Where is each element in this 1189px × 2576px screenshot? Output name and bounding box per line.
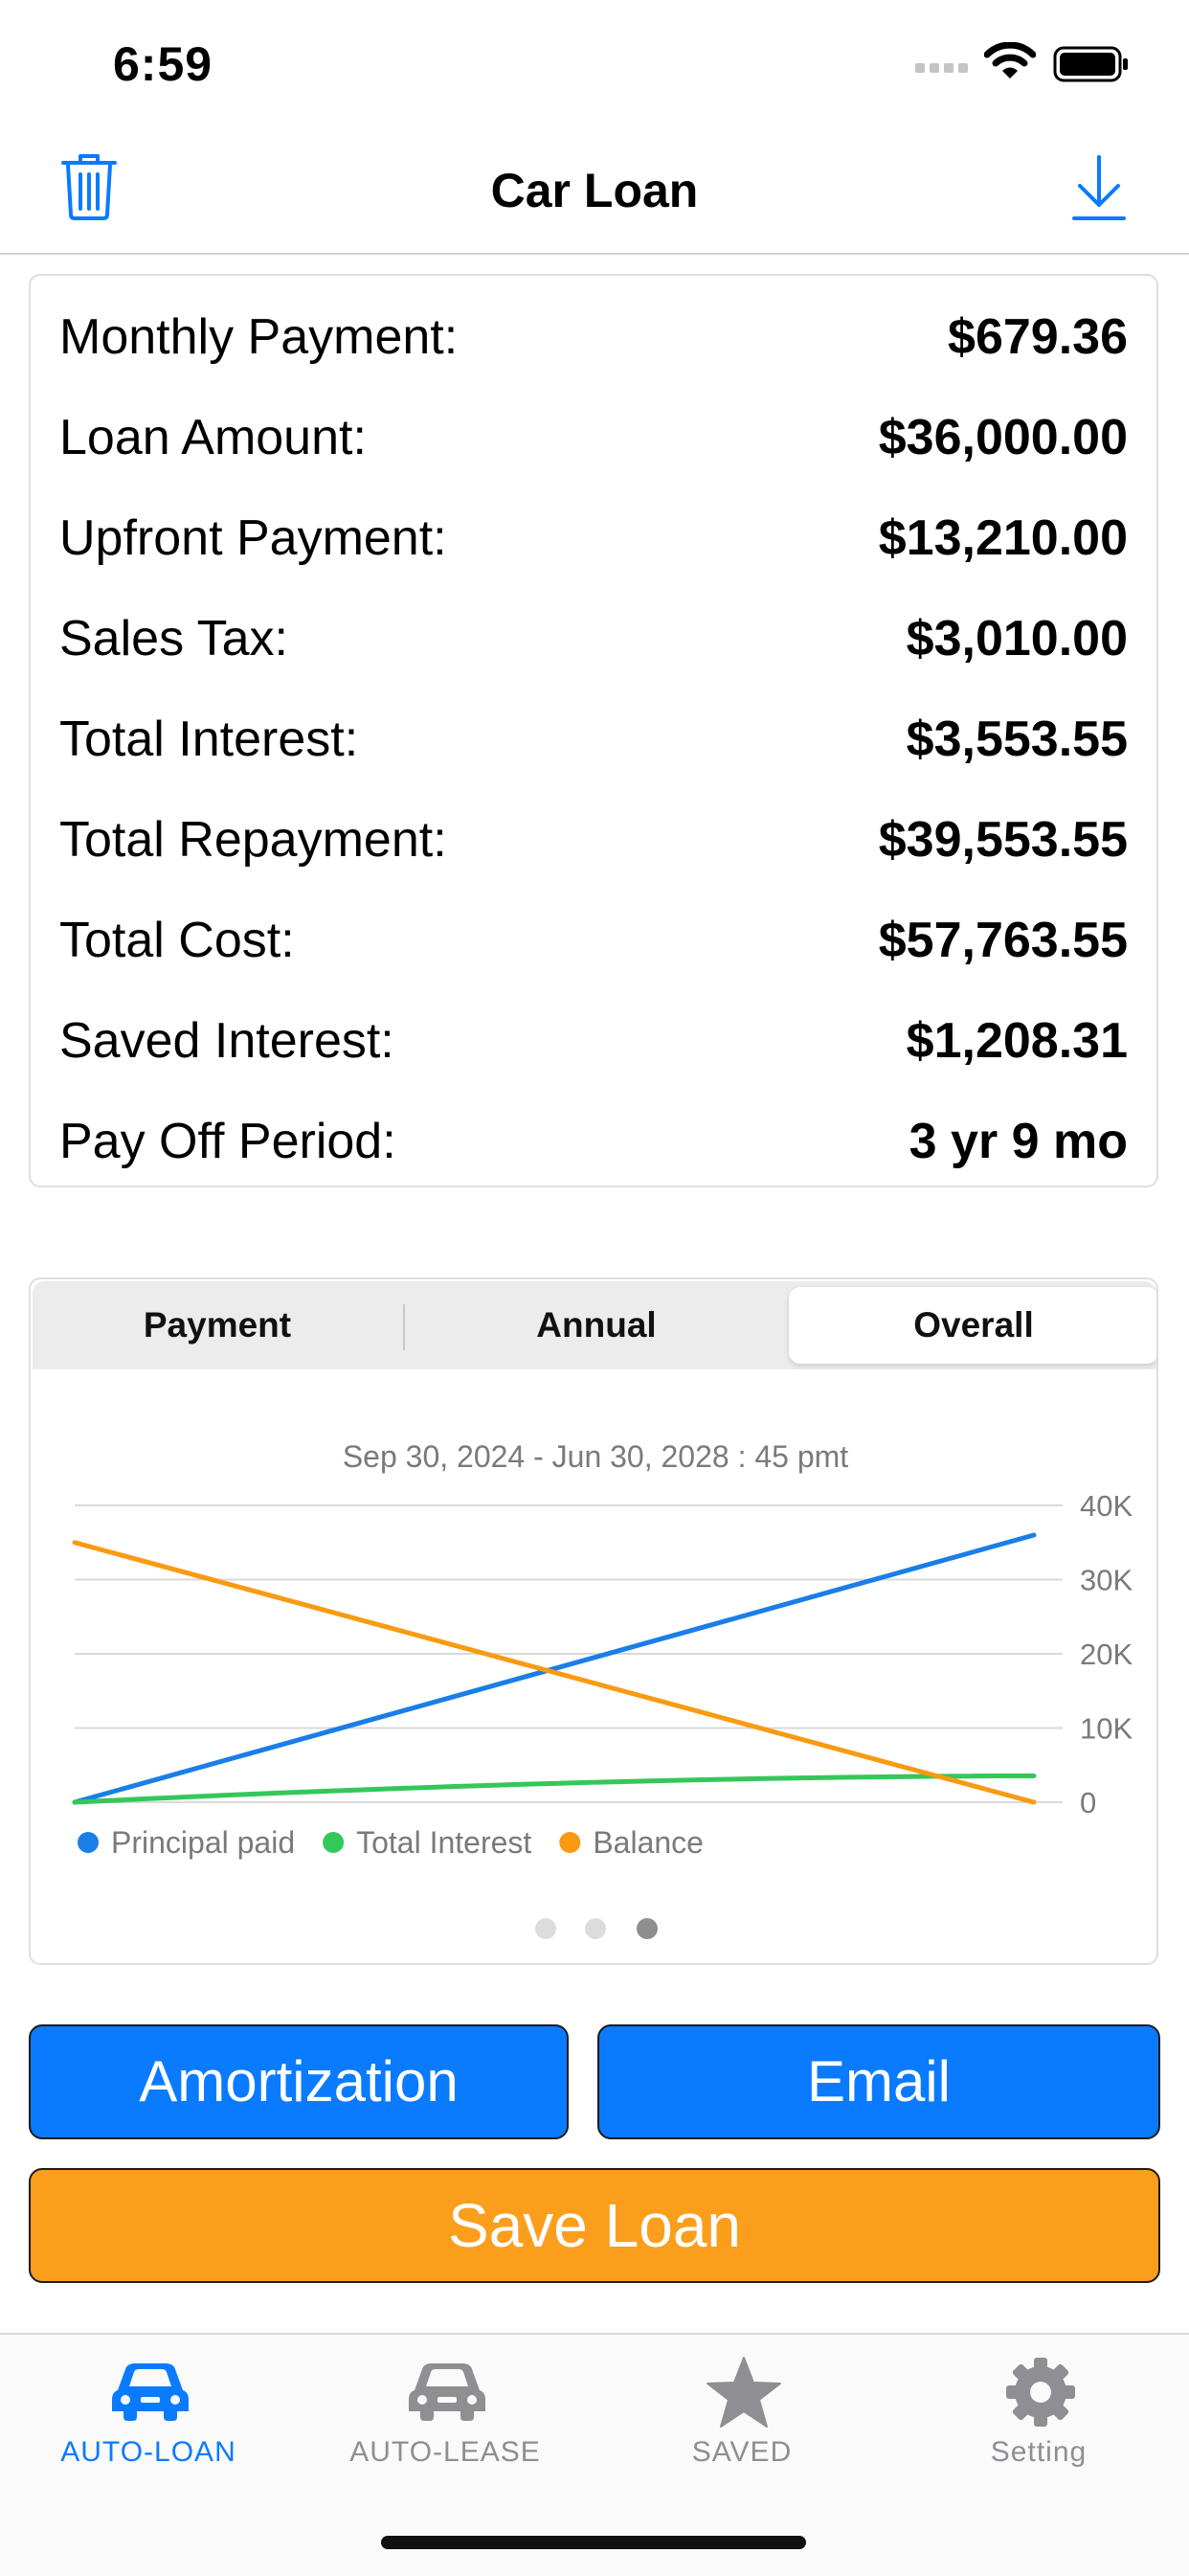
series-line-principal-paid bbox=[72, 1532, 1037, 1805]
loan-summary-card: Monthly Payment: $679.36 Loan Amount: $3… bbox=[29, 274, 1158, 1187]
summary-row-total-interest: Total Interest: $3,553.55 bbox=[59, 711, 1128, 787]
legend-label-total-interest: Total Interest bbox=[356, 1825, 531, 1860]
legend-marker-principal-paid bbox=[78, 1832, 99, 1853]
summary-row-saved-interest: Saved Interest: $1,208.31 bbox=[59, 1012, 1128, 1089]
summary-label: Total Interest: bbox=[59, 712, 359, 767]
summary-label: Saved Interest: bbox=[59, 1013, 394, 1069]
page-dot-2[interactable] bbox=[585, 1918, 606, 1939]
summary-row-total-repayment: Total Repayment: $39,553.55 bbox=[59, 811, 1128, 888]
amortization-button[interactable]: Amortization bbox=[29, 2024, 569, 2139]
page-title: Car Loan bbox=[490, 164, 699, 217]
tab-auto-lease[interactable]: AUTO-LEASE bbox=[297, 2335, 594, 2497]
series-line-total-interest bbox=[72, 1774, 1037, 1805]
page-indicator bbox=[535, 1918, 658, 1939]
segment-divider bbox=[403, 1304, 405, 1350]
summary-label: Loan Amount: bbox=[59, 410, 367, 465]
summary-value: $679.36 bbox=[948, 309, 1128, 365]
summary-row-pay-off-period: Pay Off Period: 3 yr 9 mo bbox=[59, 1113, 1128, 1189]
summary-label: Monthly Payment: bbox=[59, 309, 459, 365]
summary-label: Total Repayment: bbox=[59, 812, 447, 868]
summary-value: 3 yr 9 mo bbox=[909, 1114, 1128, 1169]
summary-value: $3,553.55 bbox=[906, 712, 1128, 767]
download-icon[interactable] bbox=[1070, 153, 1128, 222]
legend-label-balance: Balance bbox=[593, 1825, 704, 1860]
tab-saved[interactable]: SAVED bbox=[594, 2335, 890, 2497]
car-icon bbox=[112, 2363, 189, 2421]
y-tick-label: 30K bbox=[1080, 1564, 1133, 1597]
page-dot-3[interactable] bbox=[637, 1918, 658, 1939]
segment-annual[interactable]: Annual bbox=[536, 1305, 657, 1344]
summary-label: Upfront Payment: bbox=[59, 510, 447, 566]
loan-line-chart: Sep 30, 2024 - Jun 30, 2028 : 45 pmt 0 10K… bbox=[72, 1439, 1133, 1860]
star-icon bbox=[707, 2357, 781, 2428]
save-loan-button[interactable]: Save Loan bbox=[29, 2168, 1160, 2283]
summary-label: Pay Off Period: bbox=[59, 1114, 396, 1169]
y-tick-label: 10K bbox=[1080, 1712, 1133, 1746]
trash-icon[interactable] bbox=[59, 151, 119, 220]
tab-auto-loan[interactable]: AUTO-LOAN bbox=[0, 2335, 297, 2497]
tab-label: AUTO-LEASE bbox=[349, 2436, 541, 2468]
tab-setting[interactable]: Setting bbox=[890, 2335, 1187, 2497]
y-tick-label: 40K bbox=[1080, 1489, 1133, 1523]
tab-bar: AUTO-LOAN AUTO-LEASE SAVED Set bbox=[0, 2333, 1189, 2576]
tab-label: SAVED bbox=[691, 2436, 793, 2468]
segmented-control: Payment Annual Overall bbox=[33, 1281, 1156, 1369]
series-line-balance bbox=[72, 1540, 1037, 1805]
battery-icon bbox=[1053, 46, 1128, 82]
chart-subtitle: Sep 30, 2024 - Jun 30, 2028 : 45 pmt bbox=[343, 1439, 848, 1474]
legend-label-principal-paid: Principal paid bbox=[111, 1825, 295, 1860]
navigation-bar: Car Loan bbox=[0, 134, 1189, 255]
summary-row-sales-tax: Sales Tax: $3,010.00 bbox=[59, 610, 1128, 687]
status-time: 6:59 bbox=[113, 37, 213, 91]
summary-value: $3,010.00 bbox=[906, 611, 1128, 667]
email-button[interactable]: Email bbox=[597, 2024, 1160, 2139]
summary-value: $57,763.55 bbox=[878, 913, 1128, 968]
summary-value: $36,000.00 bbox=[878, 410, 1128, 465]
summary-value: $1,208.31 bbox=[906, 1013, 1128, 1069]
legend-marker-balance bbox=[559, 1832, 581, 1853]
car-icon bbox=[409, 2363, 485, 2421]
summary-row-total-cost: Total Cost: $57,763.55 bbox=[59, 912, 1128, 988]
summary-value: $39,553.55 bbox=[878, 812, 1128, 868]
signal-icon bbox=[915, 63, 968, 73]
segment-payment[interactable]: Payment bbox=[143, 1305, 292, 1344]
wifi-icon bbox=[984, 42, 1036, 79]
summary-label: Total Cost: bbox=[59, 913, 295, 968]
segment-overall[interactable]: Overall bbox=[789, 1287, 1156, 1364]
summary-label: Sales Tax: bbox=[59, 611, 288, 667]
chart-card: Payment Annual Overall Sep 30, 2024 - Ju… bbox=[29, 1277, 1158, 1965]
summary-row-upfront-payment: Upfront Payment: $13,210.00 bbox=[59, 509, 1128, 586]
summary-value: $13,210.00 bbox=[878, 510, 1128, 566]
tab-label: Setting bbox=[990, 2436, 1088, 2468]
summary-row-loan-amount: Loan Amount: $36,000.00 bbox=[59, 409, 1128, 486]
summary-row-monthly-payment: Monthly Payment: $679.36 bbox=[59, 308, 1128, 385]
legend-marker-total-interest bbox=[323, 1832, 345, 1853]
status-bar: 6:59 bbox=[0, 0, 1189, 124]
gear-icon bbox=[1006, 2358, 1075, 2427]
page-dot-1[interactable] bbox=[535, 1918, 556, 1939]
home-indicator bbox=[381, 2536, 806, 2549]
y-tick-label: 0 bbox=[1080, 1786, 1096, 1819]
tab-label: AUTO-LOAN bbox=[60, 2436, 236, 2468]
y-tick-label: 20K bbox=[1080, 1638, 1133, 1671]
